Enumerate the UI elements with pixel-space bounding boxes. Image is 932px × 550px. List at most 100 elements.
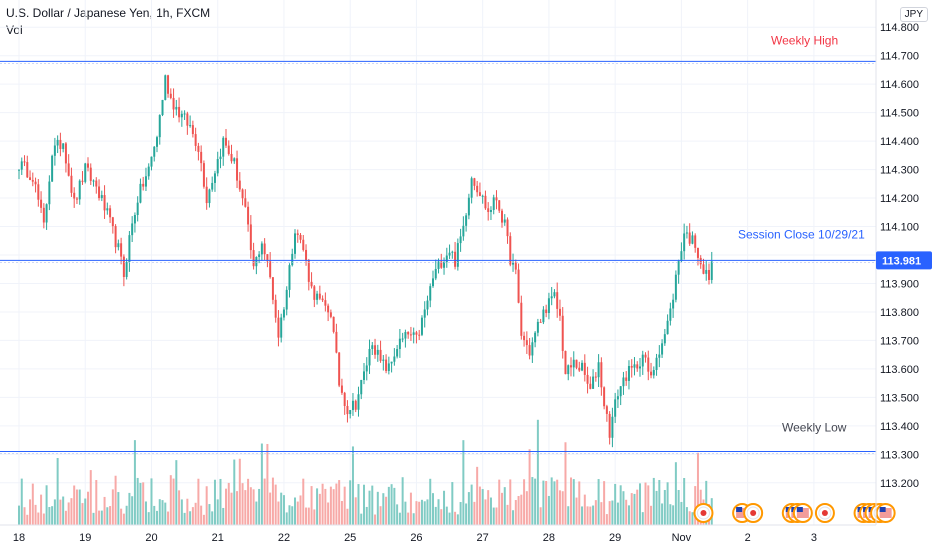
time-tick-label: 29 [609,532,621,544]
volume-bar [694,486,697,525]
volume-bar [20,478,23,525]
volume-bar [639,483,641,525]
candle-body [260,243,263,255]
level-label: Session Close 10/29/21 [738,227,865,241]
time-tick-label: 2 [745,532,751,544]
candle-body [592,376,595,389]
volume-bar [31,483,34,525]
volume-bar [509,479,512,525]
candle-body [236,158,239,181]
volume-bar [260,443,263,525]
volume-bar [321,483,324,525]
candle-body [520,302,523,336]
candle-body [48,181,51,205]
candle-body [398,338,401,350]
candle-body [401,338,404,340]
volume-bar [387,486,390,525]
volume-bar [616,502,619,525]
candle-body [382,359,385,361]
candle-body [357,394,360,410]
price-tick-label: 113.700 [880,335,919,347]
time-tick-label: 18 [13,532,25,544]
volume-bar [647,485,650,525]
candle-body [227,145,230,154]
volume-bar [600,502,603,525]
candle-body [37,184,40,200]
volume-bar [114,475,117,525]
candle-body [178,106,181,118]
candle-body [175,106,178,110]
volume-bar [280,492,283,525]
candle-body [691,235,694,244]
price-tick-label: 113.300 [880,449,919,461]
volume-bar [158,499,161,525]
candle-body [415,332,418,335]
candle-body [238,180,241,190]
candle-body [230,153,233,162]
time-axis[interactable]: 18 19 20 21 22 25 26 27 28 29 Nov 2 3 [0,524,876,544]
candle-body [379,349,382,361]
volume-bar [420,499,423,525]
volume-bar [249,487,252,525]
volume-bar [211,511,214,525]
candle-body [523,335,526,341]
candle-body [95,180,98,187]
candle-body [652,369,655,376]
candle-body [92,180,95,182]
currency-selector[interactable]: JPY [899,7,928,22]
candle-body [274,299,277,318]
candle-body [222,137,225,157]
volume-bar [683,477,686,525]
candle-body [627,365,630,381]
candle-body [244,198,247,207]
time-tick-label: Nov [672,532,692,544]
volume-bar [329,486,332,525]
candle-body [53,145,56,156]
candle-body [636,364,639,369]
candle-body [45,204,48,223]
candle-body [167,75,170,94]
candle-body [661,343,664,355]
volume-bar [233,459,236,525]
volume-bar [81,503,84,525]
volume-bar [525,491,528,525]
candle-body [122,256,125,277]
candle-body [70,175,73,193]
volume-bar [64,510,67,525]
volume-bar [487,490,490,525]
candle-body [109,208,112,218]
candle-body [393,356,396,362]
economic-events[interactable] [693,503,896,523]
candle-body [211,182,214,190]
price-tick-label: 114.300 [880,165,919,177]
volume-bar [131,496,134,525]
volume-bar [680,501,683,525]
volume-bar [305,507,308,525]
candle-body [506,219,509,237]
candle-body [20,161,23,170]
volume-bar [302,478,305,525]
candle-body [476,185,479,193]
volume-bar [349,480,352,525]
price-tick-label: 113.200 [880,478,919,490]
volume-bar [586,506,589,525]
volume-bar [244,490,247,525]
volume-bar [655,490,658,525]
price-axis[interactable]: 113.200 113.300 113.400 113.500 113.600 113.7… [875,0,932,525]
candle-body [663,334,666,344]
volume-bar [78,489,81,525]
volume-bar [316,488,319,525]
candle-body [669,308,672,321]
volume-bar [696,452,699,525]
volume-bar [87,491,89,525]
candle-body [180,113,183,118]
time-tick-label: 25 [344,532,356,544]
volume-bar [688,511,691,525]
volume-bar [506,504,509,525]
candle-body [517,269,520,303]
candle-body [547,298,550,314]
candle-body [622,377,625,387]
candle-body [125,262,128,277]
volume-bar [489,497,492,525]
